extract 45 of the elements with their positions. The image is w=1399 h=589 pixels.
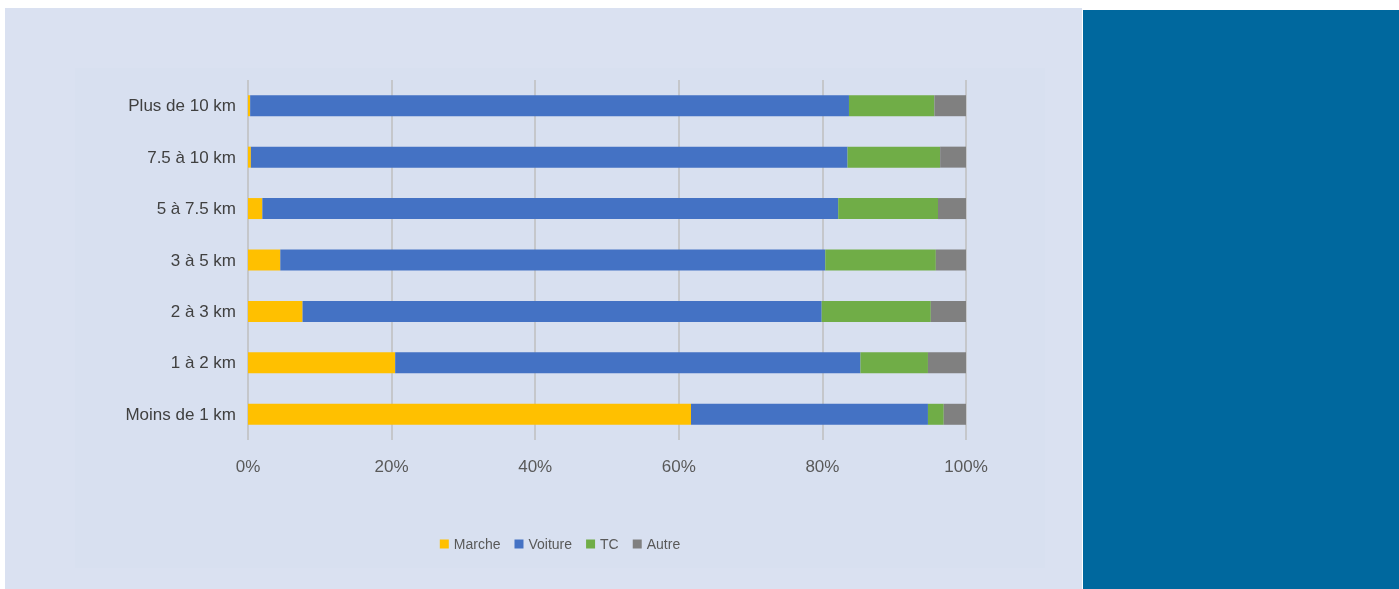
- bar: [930, 300, 966, 322]
- bar: [943, 403, 966, 425]
- bar: [927, 352, 966, 374]
- x-tick-label: 60%: [661, 457, 696, 476]
- bar: [934, 95, 966, 117]
- bar: [262, 198, 839, 220]
- legend-label: Voiture: [528, 536, 573, 552]
- bar: [821, 300, 931, 322]
- x-tick-label: 0%: [235, 457, 261, 476]
- bar: [280, 249, 826, 271]
- bar: [848, 95, 935, 117]
- bar: [847, 146, 941, 168]
- x-tick-label: 20%: [374, 457, 409, 476]
- legend-label: TC: [600, 536, 619, 552]
- y-tick-label: 7.5 à 10 km: [147, 147, 236, 167]
- bar: [248, 249, 281, 271]
- bar: [248, 198, 263, 220]
- x-tick-label: 100%: [944, 457, 988, 476]
- bar: [248, 300, 303, 322]
- legend-label: Marche: [453, 536, 501, 552]
- bar: [838, 198, 938, 220]
- legend-label: Autre: [646, 536, 681, 552]
- x-tick-label: 80%: [805, 457, 840, 476]
- bar: [302, 300, 822, 322]
- bar: [940, 146, 966, 168]
- y-tick-label: 2 à 3 km: [170, 301, 236, 321]
- bar: [250, 146, 848, 168]
- bar: [825, 249, 936, 271]
- y-tick-label: Plus de 10 km: [128, 96, 236, 116]
- x-tick-label: 40%: [518, 457, 553, 476]
- bar: [250, 95, 849, 117]
- y-tick-label: 5 à 7.5 km: [156, 199, 236, 219]
- bar: [938, 198, 966, 220]
- bar: [248, 403, 692, 425]
- bar: [935, 249, 966, 271]
- y-tick-label: 3 à 5 km: [170, 250, 236, 270]
- y-tick-label: 1 à 2 km: [170, 353, 236, 373]
- bar: [860, 352, 928, 374]
- bar: [248, 95, 251, 117]
- bar: [395, 352, 861, 374]
- bar: [691, 403, 928, 425]
- y-tick-label: Moins de 1 km: [125, 404, 236, 424]
- bar: [927, 403, 944, 425]
- bar: [248, 146, 251, 168]
- bar: [248, 352, 396, 374]
